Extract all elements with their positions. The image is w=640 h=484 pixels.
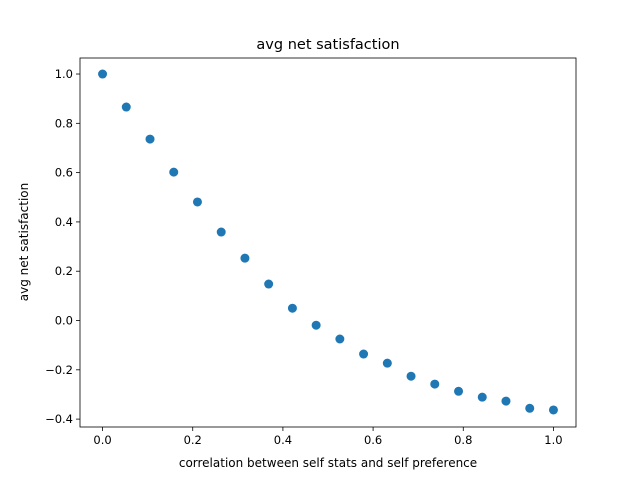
data-point — [216, 227, 226, 237]
data-point — [335, 334, 345, 344]
data-point — [287, 303, 297, 313]
plot-frame — [79, 57, 577, 428]
x-tick-label: 0.8 — [454, 433, 472, 447]
data-point — [145, 134, 155, 144]
y-tick-label: −0.2 — [45, 363, 73, 377]
x-tick-label: 0.2 — [184, 433, 202, 447]
data-point — [382, 358, 392, 368]
y-tick-label: 0.2 — [55, 264, 73, 278]
data-point — [192, 197, 202, 207]
data-point — [501, 396, 511, 406]
x-axis-label: correlation between self stats and self … — [179, 456, 477, 470]
y-axis-label: avg net satisfaction — [17, 183, 31, 301]
data-point — [359, 349, 369, 359]
data-point — [525, 403, 535, 413]
y-tick-label: 0.6 — [55, 166, 73, 180]
y-tick-label: −0.4 — [45, 412, 73, 426]
data-point — [264, 279, 274, 289]
y-tick-label: 0.4 — [55, 215, 73, 229]
x-tick-label: 1.0 — [544, 433, 562, 447]
y-tick-label: 0.0 — [55, 314, 73, 328]
data-point — [406, 371, 416, 381]
data-point — [240, 253, 250, 263]
x-tick-label: 0.6 — [364, 433, 382, 447]
data-point — [430, 379, 440, 389]
chart-title: avg net satisfaction — [256, 37, 399, 53]
data-point — [477, 392, 487, 402]
data-point — [311, 320, 321, 330]
data-point — [121, 102, 131, 112]
x-tick-label: 0.4 — [274, 433, 292, 447]
data-point — [548, 405, 558, 415]
y-tick-label: 1.0 — [55, 67, 73, 81]
data-point — [169, 167, 179, 177]
y-tick-label: 0.8 — [55, 116, 73, 130]
data-point — [454, 386, 464, 396]
x-tick-label: 0.0 — [93, 433, 111, 447]
data-point — [98, 69, 108, 79]
